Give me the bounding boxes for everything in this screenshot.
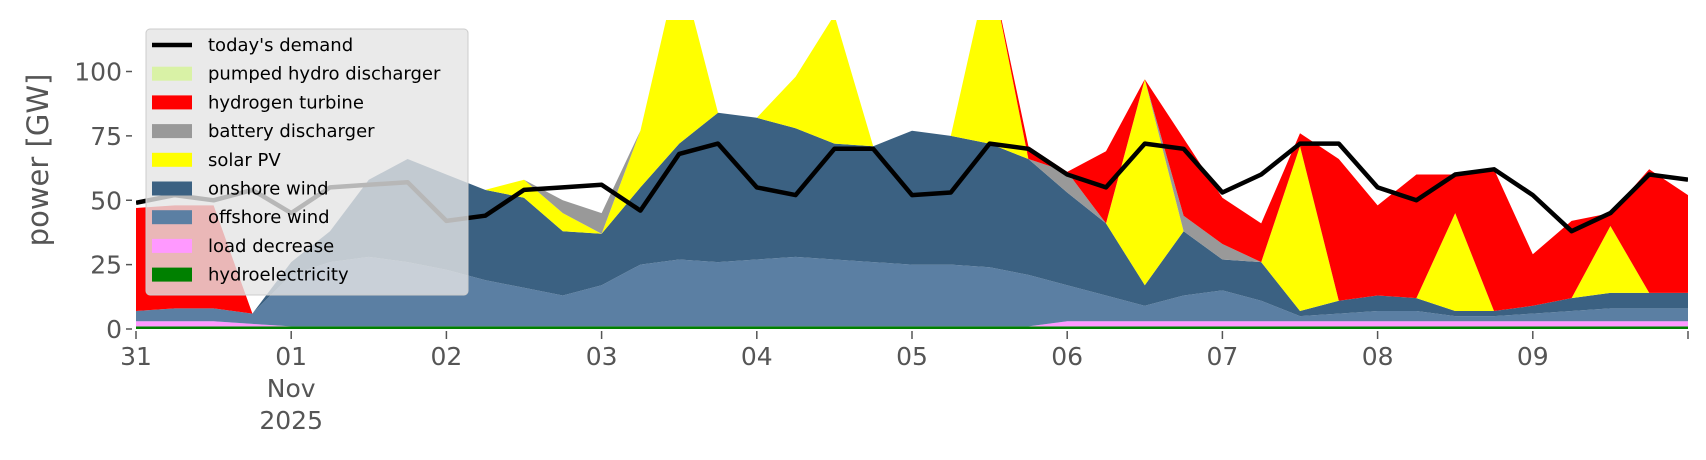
y-tick-label: 25: [90, 251, 122, 280]
legend-entry: battery discharger: [208, 121, 375, 142]
legend-swatch: [152, 124, 192, 139]
legend-box: [145, 28, 469, 296]
x-tick-label: 03: [586, 342, 618, 371]
legend-swatch: [152, 66, 192, 81]
legend-entry: today's demand: [208, 35, 353, 56]
axes-group: 0 25 50 75 100 31 01 Nov 2025 02 03 04 05 06 07 08 09: [74, 58, 1689, 435]
x-tick-label: 04: [741, 342, 773, 371]
y-axis-label: power [GW]: [21, 74, 55, 247]
legend-entry: load decrease: [208, 236, 334, 257]
x-tick-label: 07: [1206, 342, 1238, 371]
legend-swatch: [152, 95, 192, 110]
x-tick-label: 02: [430, 342, 462, 371]
x-tick-label: 31: [120, 342, 152, 371]
y-tick-label: 50: [90, 186, 122, 215]
y-tick-label: 0: [106, 315, 122, 344]
x-tick-label: 2025: [259, 406, 323, 435]
legend-swatch: [152, 210, 192, 225]
legend-swatch: [152, 181, 192, 196]
x-tick-label: 08: [1362, 342, 1394, 371]
area-hydroelectricity: [136, 326, 1688, 329]
area-series-group: [136, 20, 1688, 329]
x-tick-label: Nov: [267, 374, 316, 403]
x-tick-label: 05: [896, 342, 928, 371]
area-solar-pv: [136, 20, 1688, 314]
area-offshore-wind: [136, 256, 1688, 327]
x-tick-label: 01: [275, 342, 307, 371]
area-onshore-wind: [136, 112, 1688, 317]
legend-entry: hydrogen turbine: [208, 92, 364, 113]
area-load-decrease: [136, 321, 1688, 327]
area-hydrogen-turbine: [136, 20, 1688, 314]
y-tick-label: 100: [74, 58, 122, 87]
legend-swatch: [152, 267, 192, 282]
legend-entry: offshore wind: [208, 207, 330, 228]
legend-entry: solar PV: [208, 150, 281, 171]
legend: today's demand pumped hydro discharger hyd…: [145, 28, 469, 296]
x-tick-label: 06: [1051, 342, 1083, 371]
legend-entry: onshore wind: [208, 179, 329, 200]
legend-swatch: [152, 152, 192, 167]
legend-entry: pumped hydro discharger: [208, 64, 441, 85]
y-tick-label: 75: [90, 122, 122, 151]
legend-swatch: [152, 238, 192, 253]
x-tick-label: 09: [1517, 342, 1549, 371]
legend-entry: hydroelectricity: [208, 265, 349, 286]
